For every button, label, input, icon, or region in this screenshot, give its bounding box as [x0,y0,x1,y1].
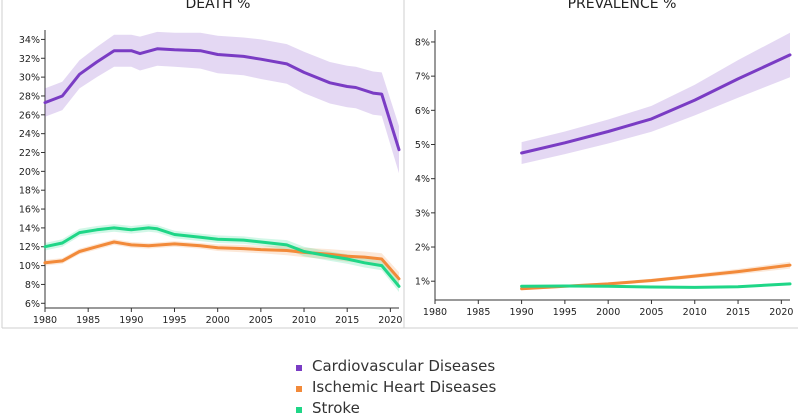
x-tick-label: 2020 [769,307,793,318]
chart-panel-2: PREVALENCE % 1% 2% 3% 4% 5% 6% 7% 8% 1980 1985 1990… [415,0,794,318]
y-tick-label: 8% [25,280,40,291]
x-tick-label: 1995 [553,307,577,318]
y-tick-label: 28% [19,91,40,102]
x-tick-label: 1980 [423,307,447,318]
legend-label-ischemic: Ischemic Heart Diseases [312,378,497,396]
legend-swatch-cardiovascular [296,365,302,371]
series-line-ischemic-heart-diseases[interactable] [43,240,401,281]
x-tick-label: 1990 [119,315,143,326]
x-tick-label: 2005 [639,307,663,318]
legend-swatch-ischemic [296,386,302,392]
series-line-stroke[interactable] [43,226,401,288]
legend-label-stroke: Stroke [312,399,360,417]
x-tick-label: 2020 [378,315,402,326]
y-tick-label: 3% [415,208,430,219]
x-tick-label: 1990 [509,307,533,318]
y-tick-label: 26% [19,110,40,121]
y-tick-label: 4% [415,174,430,185]
confidence-band-ischemic-heart-diseases [45,239,399,286]
y-tick-label: 20% [19,167,40,178]
legend-swatch-stroke [296,407,302,413]
x-tick-label: 1985 [76,315,100,326]
legend-label-cardiovascular: Cardiovascular Diseases [312,357,496,375]
y-tick-label: 24% [19,129,40,140]
y-tick-label: 12% [19,242,40,253]
y-tick-label: 18% [19,186,40,197]
confidence-band-cardiovascular-diseases [521,32,790,165]
x-tick-label: 1985 [466,307,490,318]
y-tick-label: 22% [19,148,40,159]
legend-item-stroke[interactable]: Stroke [296,398,596,419]
y-tick-label: 7% [415,72,430,83]
x-tick-label: 1995 [162,315,186,326]
y-tick-label: 30% [19,73,40,84]
x-tick-label: 2005 [249,315,273,326]
series-line-cardiovascular-diseases[interactable] [43,47,401,152]
y-tick-label: 32% [19,54,40,65]
legend-item-cardiovascular[interactable]: Cardiovascular Diseases [296,356,596,377]
confidence-band-stroke [45,224,399,292]
y-tick-label: 34% [19,35,40,46]
y-tick-label: 10% [19,261,40,272]
y-tick-label: 14% [19,223,40,234]
y-tick-label: 6% [25,299,40,310]
x-tick-label: 2010 [683,307,707,318]
y-tick-label: 2% [415,243,430,254]
series-line-cardiovascular-diseases[interactable] [520,53,792,155]
y-tick-label: 8% [415,37,430,48]
x-tick-label: 2015 [726,307,750,318]
chart-title: PREVALENCE % [568,0,677,12]
series-line-stroke[interactable] [520,282,792,289]
y-tick-label: 6% [415,106,430,117]
y-tick-label: 16% [19,205,40,216]
confidence-band-cardiovascular-diseases [45,31,399,174]
x-tick-label: 1980 [33,315,57,326]
x-tick-label: 2000 [206,315,230,326]
y-tick-label: 1% [415,277,430,288]
x-tick-label: 2000 [596,307,620,318]
legend: Cardiovascular Diseases Ischemic Heart D… [296,356,596,419]
x-tick-label: 2010 [292,315,316,326]
chart-panel-1: DEATH % 6% 8% 10% 12% 14% 16% 18% 20% 22% 24% 26% 28… [19,0,403,326]
legend-item-ischemic[interactable]: Ischemic Heart Diseases [296,377,596,398]
y-tick-label: 5% [415,140,430,151]
x-tick-label: 2015 [335,315,359,326]
chart-title: DEATH % [186,0,251,12]
